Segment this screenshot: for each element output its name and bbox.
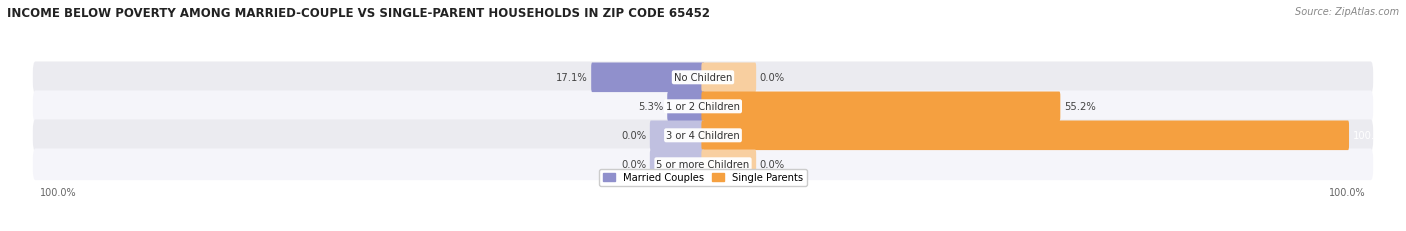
Text: 17.1%: 17.1%: [555, 73, 588, 83]
Text: No Children: No Children: [673, 73, 733, 83]
FancyBboxPatch shape: [591, 63, 704, 93]
Text: 55.2%: 55.2%: [1064, 102, 1095, 112]
Text: 3 or 4 Children: 3 or 4 Children: [666, 131, 740, 141]
Text: 0.0%: 0.0%: [759, 73, 785, 83]
Text: 1 or 2 Children: 1 or 2 Children: [666, 102, 740, 112]
FancyBboxPatch shape: [702, 92, 1060, 122]
Text: 0.0%: 0.0%: [759, 160, 785, 170]
Text: 0.0%: 0.0%: [621, 160, 647, 170]
FancyBboxPatch shape: [702, 121, 1348, 150]
FancyBboxPatch shape: [650, 150, 704, 179]
FancyBboxPatch shape: [32, 120, 1374, 152]
FancyBboxPatch shape: [32, 91, 1374, 123]
Text: 5 or more Children: 5 or more Children: [657, 160, 749, 170]
FancyBboxPatch shape: [32, 149, 1374, 180]
FancyBboxPatch shape: [702, 63, 756, 93]
FancyBboxPatch shape: [668, 92, 704, 122]
Text: Source: ZipAtlas.com: Source: ZipAtlas.com: [1295, 7, 1399, 17]
FancyBboxPatch shape: [32, 62, 1374, 94]
FancyBboxPatch shape: [650, 121, 704, 150]
Text: 0.0%: 0.0%: [621, 131, 647, 141]
Text: INCOME BELOW POVERTY AMONG MARRIED-COUPLE VS SINGLE-PARENT HOUSEHOLDS IN ZIP COD: INCOME BELOW POVERTY AMONG MARRIED-COUPL…: [7, 7, 710, 20]
Text: 5.3%: 5.3%: [638, 102, 664, 112]
FancyBboxPatch shape: [702, 150, 756, 179]
Text: 100.0%: 100.0%: [1353, 131, 1391, 141]
Legend: Married Couples, Single Parents: Married Couples, Single Parents: [599, 169, 807, 186]
